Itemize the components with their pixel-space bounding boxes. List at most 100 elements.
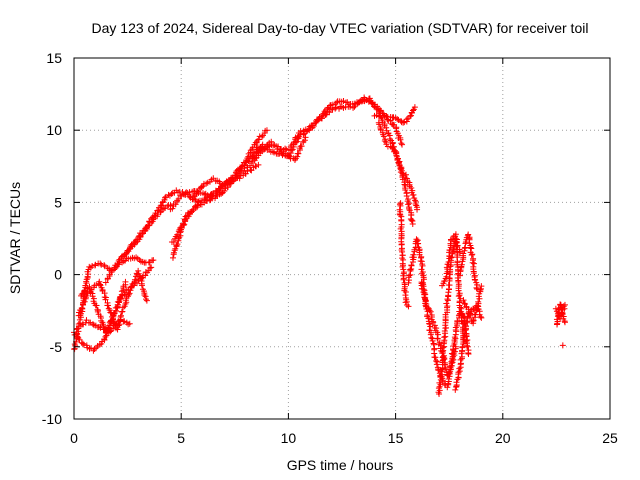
data-point bbox=[445, 281, 452, 288]
data-point bbox=[194, 201, 201, 208]
data-point bbox=[96, 278, 103, 285]
data-point bbox=[126, 246, 133, 253]
data-point bbox=[478, 314, 485, 321]
data-point bbox=[406, 207, 413, 214]
data-point bbox=[326, 109, 333, 116]
data-point bbox=[269, 148, 276, 155]
data-point bbox=[471, 260, 478, 267]
data-point bbox=[193, 191, 200, 198]
data-point bbox=[394, 130, 401, 137]
data-point bbox=[553, 316, 560, 323]
data-point bbox=[135, 270, 142, 277]
data-point bbox=[136, 257, 143, 264]
data-point bbox=[389, 144, 396, 151]
data-point bbox=[116, 321, 123, 328]
y-tick-label: -5 bbox=[50, 339, 63, 355]
data-point bbox=[453, 243, 460, 250]
data-point bbox=[468, 252, 475, 259]
data-point bbox=[403, 175, 410, 182]
data-point bbox=[143, 225, 150, 232]
data-point bbox=[116, 298, 123, 305]
data-point bbox=[402, 186, 409, 193]
data-point bbox=[120, 258, 127, 265]
data-point bbox=[557, 315, 564, 322]
data-point bbox=[102, 296, 109, 303]
data-point bbox=[445, 376, 452, 382]
data-point bbox=[472, 276, 479, 283]
data-point bbox=[158, 202, 165, 209]
data-point bbox=[118, 288, 125, 295]
data-point bbox=[399, 263, 406, 270]
data-point bbox=[398, 140, 405, 147]
data-point bbox=[414, 206, 421, 213]
data-point bbox=[403, 116, 410, 123]
data-point bbox=[105, 305, 112, 312]
data-point bbox=[305, 126, 312, 133]
data-point bbox=[93, 302, 100, 309]
data-point bbox=[239, 162, 246, 169]
y-axis-label: SDTVAR / TECUs bbox=[7, 182, 23, 294]
data-point bbox=[475, 298, 482, 305]
data-point bbox=[446, 369, 453, 376]
data-point bbox=[430, 319, 437, 326]
data-point bbox=[302, 134, 309, 141]
data-point bbox=[478, 283, 485, 290]
data-point bbox=[190, 193, 197, 200]
data-point bbox=[441, 334, 448, 341]
data-point bbox=[201, 191, 208, 198]
x-tick-label: 5 bbox=[177, 430, 185, 446]
data-point bbox=[440, 352, 447, 359]
data-point bbox=[406, 272, 413, 279]
data-point bbox=[107, 309, 114, 316]
data-point bbox=[449, 351, 456, 358]
data-point bbox=[463, 342, 470, 349]
data-point bbox=[433, 361, 440, 368]
data-point bbox=[238, 164, 245, 171]
data-point bbox=[80, 341, 87, 348]
data-point bbox=[393, 152, 400, 159]
data-point bbox=[121, 318, 128, 325]
y-tick-label: 15 bbox=[46, 50, 62, 66]
data-point bbox=[115, 322, 122, 329]
data-point bbox=[440, 344, 447, 351]
data-point bbox=[461, 300, 468, 307]
data-point bbox=[369, 100, 376, 107]
data-point bbox=[400, 276, 407, 283]
data-point bbox=[145, 267, 152, 274]
data-point bbox=[411, 104, 418, 111]
data-point bbox=[405, 201, 412, 208]
x-tick-label: 25 bbox=[602, 430, 618, 446]
data-point bbox=[433, 357, 440, 364]
data-point bbox=[252, 150, 259, 157]
data-point bbox=[78, 305, 85, 312]
data-point bbox=[138, 282, 145, 289]
data-point bbox=[452, 238, 459, 245]
data-point bbox=[460, 250, 467, 257]
data-point bbox=[443, 264, 450, 271]
data-point bbox=[410, 251, 417, 258]
data-point bbox=[73, 326, 80, 333]
data-point bbox=[81, 298, 88, 305]
data-point bbox=[462, 301, 469, 308]
data-point bbox=[122, 278, 129, 285]
data-point bbox=[189, 206, 196, 213]
data-point bbox=[401, 119, 408, 126]
data-point bbox=[170, 239, 177, 246]
data-point bbox=[455, 287, 462, 294]
data-point bbox=[147, 264, 154, 271]
data-point bbox=[410, 254, 417, 261]
data-point bbox=[397, 202, 404, 209]
data-point bbox=[413, 236, 420, 243]
data-point bbox=[400, 119, 407, 126]
data-point bbox=[468, 245, 475, 252]
data-point bbox=[445, 289, 452, 296]
data-point bbox=[444, 303, 451, 310]
data-point bbox=[402, 299, 409, 306]
x-axis-label: GPS time / hours bbox=[287, 457, 394, 473]
data-point bbox=[395, 116, 402, 123]
data-point bbox=[255, 136, 262, 143]
data-point bbox=[126, 290, 133, 297]
data-point bbox=[161, 194, 168, 201]
data-point bbox=[436, 379, 443, 386]
